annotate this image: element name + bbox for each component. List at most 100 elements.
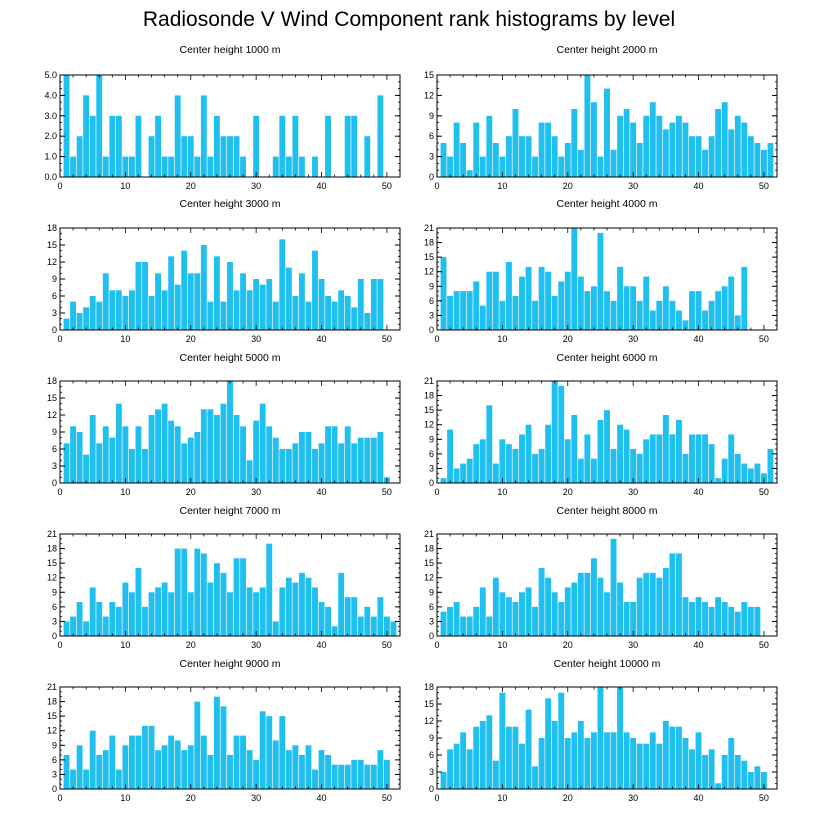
bar-9-10	[499, 692, 506, 789]
bar-3-21	[571, 228, 578, 330]
xtick-label-6-3: 30	[251, 640, 261, 650]
bar-4-9	[115, 403, 122, 483]
bar-7-8	[486, 616, 493, 636]
ytick-label-8-0: 0	[52, 784, 57, 794]
ytick-label-9-1: 3	[429, 767, 434, 777]
bar-3-42	[708, 300, 715, 330]
bar-6-10	[122, 582, 129, 636]
bar-5-12	[512, 449, 519, 483]
bar-4-48	[370, 437, 377, 483]
bar-4-21	[194, 432, 201, 483]
bar-5-22	[577, 458, 584, 483]
bar-5-17	[545, 424, 552, 483]
bar-8-24	[213, 696, 220, 789]
ytick-label-9-0: 0	[429, 784, 434, 794]
bar-0-8	[109, 115, 116, 177]
bar-6-45	[351, 597, 358, 636]
bar-1-10	[499, 156, 506, 177]
bar-5-44	[721, 458, 728, 483]
bar-3-19	[558, 281, 565, 330]
bar-0-10	[122, 156, 129, 177]
bar-6-26	[227, 592, 233, 636]
bar-2-18	[174, 284, 181, 330]
bar-9-50	[760, 772, 767, 789]
bar-8-46	[357, 759, 364, 789]
bar-5-31	[636, 453, 643, 483]
panel-title-4000m: Center height 4000 m	[556, 198, 658, 210]
bar-8-42	[331, 764, 338, 789]
bar-7-4	[460, 616, 467, 636]
bar-5-51	[767, 449, 774, 483]
bar-3-13	[519, 276, 525, 330]
ytick-label-6-4: 12	[47, 573, 57, 583]
bar-7-19	[558, 602, 565, 636]
bar-6-6	[96, 602, 103, 636]
ytick-label-7-5: 15	[424, 558, 434, 568]
bar-5-15	[532, 453, 539, 483]
ytick-label-9-3: 9	[429, 733, 434, 743]
bar-9-6	[473, 726, 480, 789]
ytick-label-1-4: 12	[424, 90, 434, 100]
bar-4-22	[200, 409, 207, 483]
bar-8-29	[246, 750, 253, 789]
bar-9-36	[669, 726, 676, 789]
bar-7-32	[643, 572, 650, 636]
xtick-label-8-5: 50	[382, 793, 392, 803]
bar-8-50	[383, 759, 390, 789]
bar-6-16	[161, 582, 168, 636]
ytick-label-0-2: 2.0	[44, 131, 57, 141]
bar-5-25	[597, 419, 604, 483]
ytick-label-7-1: 3	[429, 616, 434, 626]
bar-6-13	[142, 606, 148, 636]
bar-7-39	[689, 602, 695, 636]
bar-9-23	[584, 738, 591, 789]
bar-9-38	[682, 738, 689, 789]
xtick-label-6-1: 10	[120, 640, 130, 650]
xtick-label-2-0: 0	[57, 334, 62, 344]
bar-2-30	[253, 279, 260, 330]
bar-9-49	[754, 766, 761, 789]
ytick-label-9-4: 12	[424, 716, 434, 726]
ytick-label-5-5: 15	[424, 405, 434, 415]
bar-0-26	[227, 136, 233, 177]
bar-8-30	[253, 759, 260, 789]
bar-7-43	[715, 597, 722, 636]
bar-4-11	[128, 449, 135, 483]
bar-3-44	[721, 286, 728, 330]
bar-5-49	[754, 463, 761, 483]
panel-title-7000m: Center height 7000 m	[179, 505, 281, 517]
bar-6-27	[233, 558, 240, 636]
bar-3-3	[453, 291, 460, 330]
bar-6-41	[325, 606, 332, 636]
bar-9-40	[695, 732, 702, 789]
bar-3-45	[728, 276, 735, 330]
bar-8-2	[70, 769, 77, 789]
bar-5-36	[669, 434, 676, 483]
bar-7-41	[702, 602, 709, 636]
bar-0-41	[325, 115, 332, 177]
bar-2-16	[161, 290, 168, 330]
bar-4-2	[70, 426, 77, 483]
bar-1-24	[590, 102, 597, 177]
bar-3-5	[466, 291, 473, 330]
bar-5-30	[630, 449, 637, 483]
bar-8-17	[168, 735, 175, 789]
ytick-label-3-7: 21	[424, 223, 434, 233]
bar-7-10	[499, 592, 506, 636]
bar-0-7	[102, 156, 109, 177]
bar-1-8	[486, 115, 493, 177]
bar-0-23	[207, 156, 214, 177]
bar-7-3	[453, 602, 460, 636]
bar-8-23	[207, 755, 214, 789]
bar-2-15	[155, 273, 162, 330]
xtick-label-5-3: 30	[628, 487, 638, 497]
xtick-label-9-4: 40	[694, 793, 704, 803]
ytick-label-1-5: 15	[424, 70, 434, 80]
bar-6-37	[298, 572, 305, 636]
bar-8-36	[292, 745, 299, 789]
xtick-label-6-2: 20	[186, 640, 196, 650]
bar-2-39	[312, 250, 318, 330]
ytick-label-2-5: 15	[47, 240, 57, 250]
bar-1-7	[479, 156, 486, 177]
bar-0-30	[253, 115, 260, 177]
